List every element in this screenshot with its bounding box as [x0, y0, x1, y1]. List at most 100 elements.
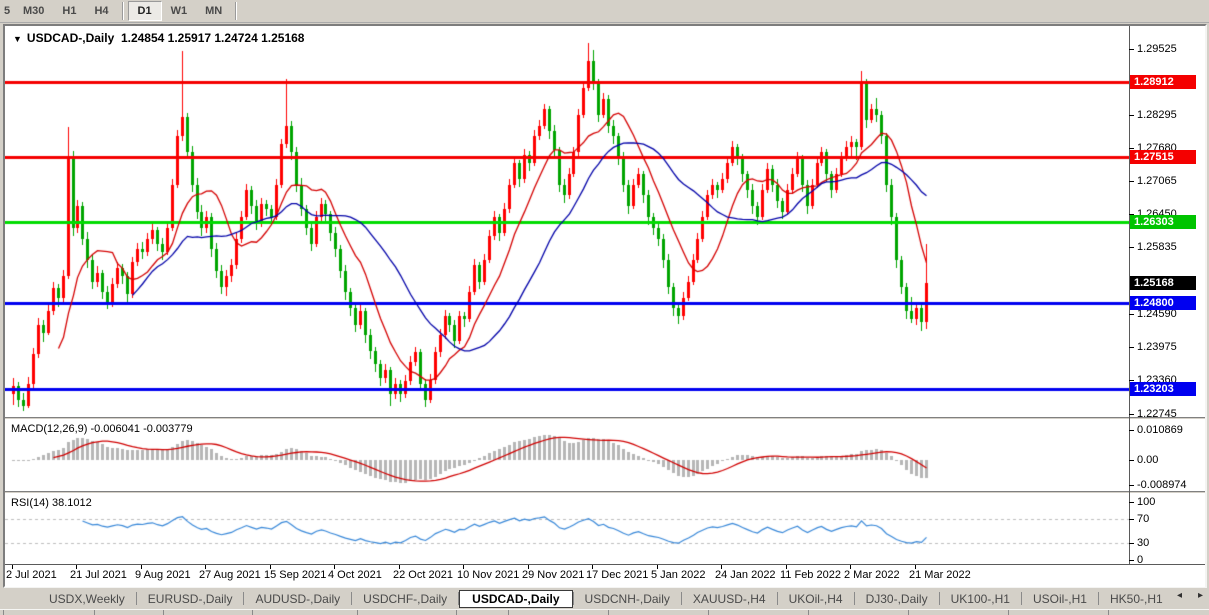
tab-separator	[1020, 592, 1022, 605]
date-tick	[657, 565, 658, 569]
macd-panel-canvas[interactable]	[5, 420, 1129, 491]
rsi-tick-dash	[1129, 560, 1134, 561]
chart-tab-dj30-daily[interactable]: DJ30-,Daily	[865, 591, 928, 606]
date-tick	[528, 565, 529, 569]
statusbar-pane-separator	[908, 610, 909, 615]
toolbar-separator	[235, 2, 238, 20]
price-level-badge: 1.23203	[1130, 382, 1196, 396]
price-tick: 1.22745	[1137, 408, 1177, 420]
status-bar	[0, 609, 1209, 615]
chart-tab-eurusd-daily[interactable]: EURUSD-,Daily	[147, 591, 233, 606]
tab-separator	[776, 592, 778, 605]
main-chart-canvas[interactable]	[5, 26, 1129, 417]
tab-scroll-right-icon[interactable]: ▸	[1197, 590, 1203, 601]
chart-tab-ukoil-h4[interactable]: UKOil-,H4	[788, 591, 843, 606]
date-tick	[12, 565, 13, 569]
chart-tab-usdchf-daily[interactable]: USDCHF-,Daily	[363, 591, 448, 606]
date-label: 29 Nov 2021	[522, 569, 585, 581]
price-tick: 1.25835	[1137, 241, 1177, 253]
date-tick	[592, 565, 593, 569]
statusbar-pane-separator	[1108, 610, 1109, 615]
rsi-tick: 30	[1137, 537, 1150, 549]
chart-tab-usdcnh-daily[interactable]: USDCNH-,Daily	[584, 591, 670, 606]
date-tick	[270, 565, 271, 569]
tab-separator	[458, 592, 460, 605]
timeframe-button-D1[interactable]: D1	[127, 1, 162, 21]
price-tick: 1.29525	[1137, 43, 1177, 55]
rsi-tick: 0	[1137, 554, 1144, 566]
date-label: 2 Jul 2021	[6, 569, 57, 581]
chart-tab-bar: USDX,Weekly EURUSD-,Daily AUDUSD-,Daily USD…	[0, 588, 1209, 609]
macd-tick: -0.008974	[1137, 479, 1187, 491]
statusbar-pane-separator	[608, 610, 609, 615]
timeframe-button-M30[interactable]: M30	[23, 5, 45, 17]
rsi-tick: 100	[1137, 496, 1156, 508]
timeframe-button-5[interactable]: 5	[3, 5, 11, 17]
macd-tick-dash	[1129, 460, 1134, 461]
price-tick-dash	[1129, 247, 1134, 248]
date-label: 11 Feb 2022	[780, 569, 841, 581]
date-label: 5 Jan 2022	[651, 569, 706, 581]
timeframe-button-H1[interactable]: H1	[62, 5, 77, 17]
statusbar-pane-separator	[708, 610, 709, 615]
price-tick-dash	[1129, 148, 1134, 149]
date-tick	[399, 565, 400, 569]
statusbar-pane-separator	[1008, 610, 1009, 615]
date-label: 27 Aug 2021	[199, 569, 261, 581]
date-tick	[76, 565, 77, 569]
rsi-panel-canvas[interactable]	[5, 494, 1129, 564]
tab-separator	[1097, 592, 1099, 605]
tab-separator	[938, 592, 940, 605]
rsi-indicator-label: RSI(14) 38.1012	[11, 497, 92, 509]
tab-scroll-left-icon[interactable]: ◂	[1176, 590, 1182, 601]
date-label: 15 Sep 2021	[264, 569, 327, 581]
chart-tab-usdcad-daily[interactable]: USDCAD-,Daily	[459, 589, 573, 608]
price-tick-dash	[1129, 380, 1134, 381]
chart-tab-xauusd-h4[interactable]: XAUUSD-,H4	[692, 591, 766, 606]
timeframe-button-MN[interactable]: MN	[205, 5, 223, 17]
date-label: 17 Dec 2021	[586, 569, 649, 581]
macd-tick-dash	[1129, 430, 1134, 431]
date-tick	[915, 565, 916, 569]
date-tick	[141, 565, 142, 569]
chart-tab-usoil-h1[interactable]: USOil-,H1	[1032, 591, 1087, 606]
symbol-dropdown-icon[interactable]: ▼	[13, 34, 22, 44]
price-tick-dash	[1129, 314, 1134, 315]
chart-tab-audusd-daily[interactable]: AUDUSD-,Daily	[255, 591, 341, 606]
panel-splitter[interactable]	[5, 491, 1205, 494]
price-tick-dash	[1129, 181, 1134, 182]
panel-splitter[interactable]	[5, 417, 1205, 420]
macd-tick-dash	[1129, 485, 1134, 486]
statusbar-pane-separator	[456, 610, 457, 615]
date-label: 9 Aug 2021	[135, 569, 191, 581]
chart-title: ▼ USDCAD-,Daily 1.24854 1.25917 1.24724 1…	[13, 31, 304, 45]
price-tick-dash	[1129, 414, 1134, 415]
timeframe-button-W1[interactable]: W1	[170, 5, 188, 17]
tab-scroll-controls: ◂ ▸	[1177, 590, 1203, 601]
date-tick	[721, 565, 722, 569]
date-tick	[463, 565, 464, 569]
statusbar-pane-separator	[252, 610, 253, 615]
date-tick	[786, 565, 787, 569]
price-level-badge: 1.28912	[1130, 75, 1196, 89]
chart-window: ▼ USDCAD-,Daily 1.24854 1.25917 1.24724 1…	[3, 24, 1207, 588]
toolbar-separator	[121, 2, 124, 20]
tab-separator	[680, 592, 682, 605]
date-tick	[850, 565, 851, 569]
tab-separator	[853, 592, 855, 605]
chart-tab-hk50-h1[interactable]: HK50-,H1	[1109, 591, 1163, 606]
timeframe-button-H4[interactable]: H4	[94, 5, 109, 17]
rsi-tick: 70	[1137, 513, 1150, 525]
date-label: 4 Oct 2021	[328, 569, 382, 581]
date-label: 10 Nov 2021	[457, 569, 520, 581]
price-tick-dash	[1129, 49, 1134, 50]
symbol-label: USDCAD-,Daily	[26, 31, 115, 45]
chart-tab-uk100-h1[interactable]: UK100-,H1	[950, 591, 1010, 606]
date-label: 22 Oct 2021	[393, 569, 453, 581]
date-tick	[334, 565, 335, 569]
date-label: 2 Mar 2022	[844, 569, 900, 581]
tab-separator	[572, 592, 574, 605]
chart-tab-usdx-weekly[interactable]: USDX,Weekly	[49, 591, 125, 606]
tab-separator	[351, 592, 353, 605]
timeframe-toolbar: 5 M30 H1 H4 D1 W1 MN	[0, 0, 1209, 23]
